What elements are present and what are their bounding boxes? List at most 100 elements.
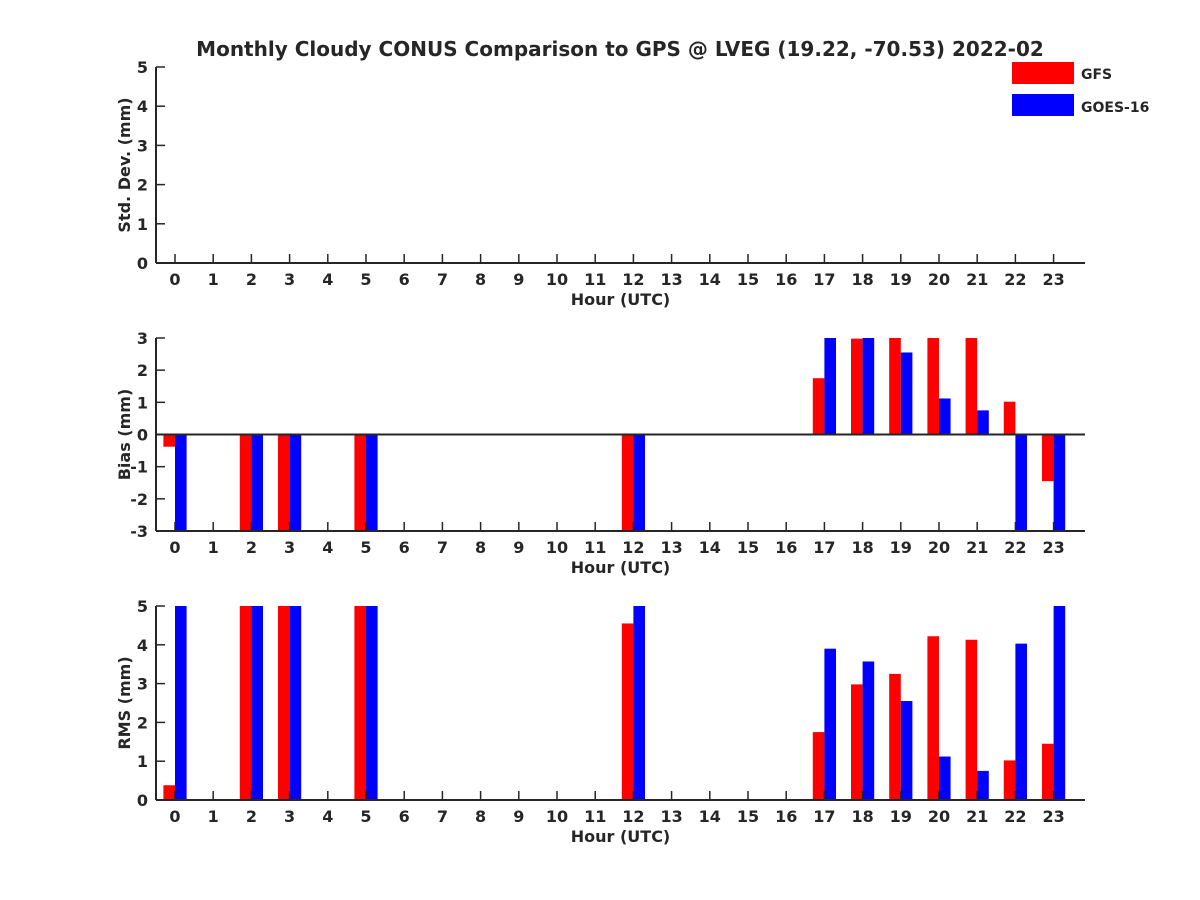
x-tick-label: 3 [284, 807, 295, 826]
y-tick-label: 2 [137, 713, 148, 732]
y-tick-label: 3 [137, 329, 148, 348]
y-tick-label: 1 [137, 752, 148, 771]
bar-goes16-h17 [824, 648, 836, 800]
y-axis-label: RMS (mm) [115, 656, 134, 749]
x-tick-label: 15 [737, 270, 759, 289]
bar-goes16-h19 [900, 352, 913, 435]
x-tick-label: 13 [660, 270, 682, 289]
chart-title: Monthly Cloudy CONUS Comparison to GPS @… [196, 37, 1044, 61]
bar-gfs-h19 [889, 673, 901, 800]
x-tick-label: 13 [660, 807, 682, 826]
x-tick-label: 12 [622, 270, 644, 289]
x-tick-label: 13 [660, 538, 682, 557]
x-tick-label: 4 [322, 538, 333, 557]
bar-goes16-h20 [939, 398, 951, 435]
x-tick-label: 7 [437, 807, 448, 826]
x-tick-label: 1 [208, 807, 219, 826]
bar-gfs-h17 [812, 378, 825, 435]
bar-gfs-h23 [1042, 434, 1054, 482]
y-tick-label: 5 [137, 58, 148, 77]
bar-gfs-h23 [1042, 743, 1054, 800]
bar-goes16-h3 [289, 606, 302, 800]
y-tick-label: 2 [137, 361, 148, 380]
bar-goes16-h3 [289, 434, 302, 531]
y-tick-label: 0 [137, 791, 148, 810]
x-tick-label: 23 [1042, 270, 1064, 289]
x-tick-label: 8 [475, 538, 486, 557]
y-tick-label: 1 [137, 393, 148, 412]
x-tick-label: 16 [775, 807, 797, 826]
x-tick-label: 7 [437, 538, 448, 557]
bar-gfs-h3 [278, 434, 290, 531]
bar-goes16-h0 [175, 606, 187, 800]
x-tick-label: 4 [322, 807, 333, 826]
x-axis-label: Hour (UTC) [571, 290, 671, 309]
x-tick-label: 6 [399, 807, 410, 826]
x-tick-label: 19 [890, 270, 912, 289]
bar-gfs-h18 [851, 338, 863, 435]
x-tick-label: 9 [513, 270, 524, 289]
bar-goes16-h12 [633, 606, 645, 800]
y-tick-label: 1 [137, 215, 148, 234]
x-tick-label: 12 [622, 807, 644, 826]
x-tick-label: 18 [851, 538, 873, 557]
bar-goes16-h23 [1053, 434, 1066, 531]
y-tick-label: 4 [137, 636, 148, 655]
bar-gfs-h18 [851, 684, 863, 800]
x-tick-label: 0 [169, 807, 180, 826]
x-tick-label: 15 [737, 807, 759, 826]
legend-swatch-gfs [1012, 62, 1074, 84]
x-tick-label: 1 [208, 270, 219, 289]
x-axis-label: Hour (UTC) [571, 558, 671, 577]
x-tick-label: 8 [475, 807, 486, 826]
x-tick-label: 2 [246, 538, 257, 557]
bar-gfs-h21 [965, 338, 978, 435]
x-tick-label: 20 [928, 270, 950, 289]
bar-goes16-h18 [862, 661, 875, 800]
x-tick-label: 17 [813, 538, 835, 557]
x-tick-label: 15 [737, 538, 759, 557]
bar-gfs-h21 [965, 639, 978, 800]
x-tick-label: 23 [1042, 538, 1064, 557]
x-tick-label: 0 [169, 538, 180, 557]
x-tick-label: 14 [699, 807, 721, 826]
bar-gfs-h20 [927, 338, 939, 435]
x-tick-label: 3 [284, 270, 295, 289]
bar-goes16-h19 [900, 701, 913, 800]
x-tick-label: 16 [775, 270, 797, 289]
x-tick-label: 0 [169, 270, 180, 289]
bar-gfs-h17 [812, 732, 825, 800]
bar-goes16-h5 [366, 606, 378, 800]
bar-gfs-h12 [621, 623, 634, 800]
bar-goes16-h18 [862, 338, 875, 435]
y-axis-label: Std. Dev. (mm) [115, 97, 134, 232]
x-tick-label: 22 [1004, 807, 1026, 826]
x-tick-label: 21 [966, 270, 988, 289]
bar-goes16-h22 [1015, 434, 1027, 531]
bar-gfs-h22 [1003, 760, 1016, 800]
x-tick-label: 18 [851, 270, 873, 289]
x-tick-label: 6 [399, 270, 410, 289]
bar-gfs-h0 [163, 434, 175, 447]
bar-gfs-h2 [239, 434, 252, 531]
y-tick-label: -1 [130, 458, 148, 477]
x-tick-label: 8 [475, 270, 486, 289]
bar-goes16-h21 [977, 770, 989, 800]
y-tick-label: 5 [137, 597, 148, 616]
bar-goes16-h5 [366, 434, 378, 531]
bar-goes16-h0 [175, 434, 187, 531]
legend-label-goes16: GOES-16 [1081, 100, 1149, 116]
x-tick-label: 3 [284, 538, 295, 557]
bar-goes16-h21 [977, 410, 989, 435]
y-tick-label: 0 [137, 426, 148, 445]
x-tick-label: 23 [1042, 807, 1064, 826]
bar-goes16-h20 [939, 756, 951, 800]
legend-label-gfs: GFS [1081, 67, 1112, 83]
x-tick-label: 10 [546, 270, 568, 289]
bar-goes16-h23 [1053, 606, 1066, 800]
bar-gfs-h19 [889, 338, 901, 435]
